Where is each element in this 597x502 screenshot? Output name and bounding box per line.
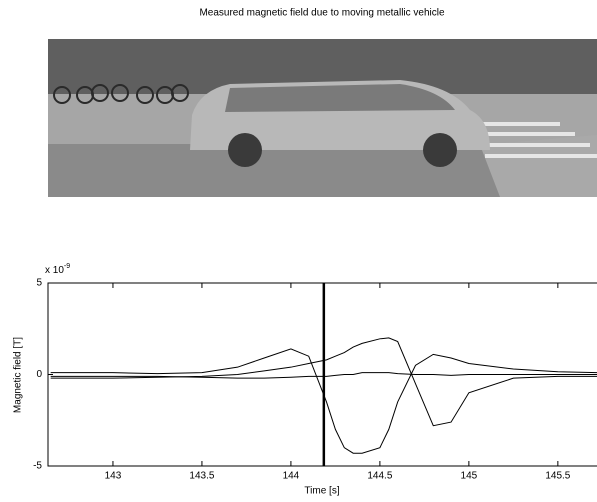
chart-title: Measured magnetic field due to moving me…	[199, 8, 445, 19]
x-tick-label: 145.5	[545, 471, 570, 482]
multiplier-exponent: -9	[64, 263, 70, 270]
photo-bicycles	[53, 84, 189, 104]
photo-van-windows	[225, 84, 455, 112]
y-multiplier: x 10-9	[45, 263, 70, 276]
x-tick-label: 143.5	[189, 471, 214, 482]
y-tick-label: 5	[36, 278, 42, 289]
x-tick-label: 143	[105, 471, 122, 482]
y-tick-label: 0	[36, 369, 42, 380]
plot: 143 143.5 144 144.5 145 145.5 -5 0 5	[33, 278, 597, 482]
multiplier-base: x 10	[45, 265, 64, 276]
y-tick-label: -5	[33, 461, 42, 472]
photo-wheel	[228, 133, 262, 167]
x-tick-label: 144.5	[367, 471, 392, 482]
x-axis-label: Time [s]	[304, 486, 339, 497]
photo-pavement	[480, 135, 597, 197]
y-axis-label: Magnetic field [T]	[13, 337, 24, 413]
photo-crosswalk	[470, 122, 597, 158]
photo-wheel	[423, 133, 457, 167]
x-tick-label: 145	[461, 471, 478, 482]
series-line	[50, 337, 597, 427]
series-line	[50, 372, 597, 379]
vehicle-photo	[48, 39, 597, 197]
x-tick-label: 144	[283, 471, 300, 482]
series-line	[50, 348, 597, 454]
